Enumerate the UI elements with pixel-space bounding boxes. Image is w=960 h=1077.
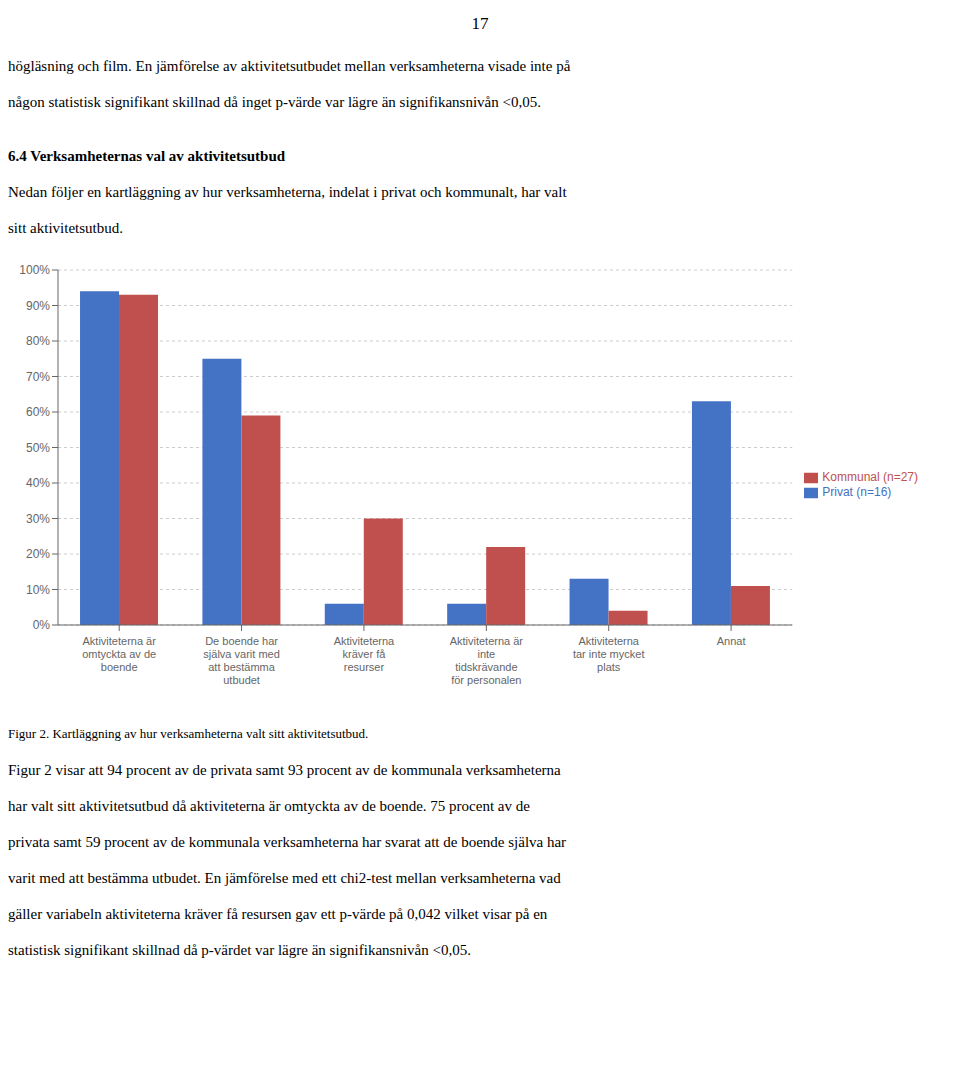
svg-text:10%: 10% (26, 583, 50, 597)
html-text:Privat (n=16): Privat (n=16) (822, 485, 892, 499)
html-text:varit med att bestämma utbudet: varit med att bestämma utbudet. En jämfö… (8, 870, 561, 886)
html-text:statistisk signifikant skillna: statistisk signifikant skillnad då p-vär… (8, 942, 471, 958)
html-text:sitt aktivitetsutbud.: sitt aktivitetsutbud. (8, 220, 123, 236)
svg-text:40%: 40% (26, 476, 50, 490)
svg-text:90%: 90% (26, 299, 50, 313)
html-text:gäller variabeln aktiviteterna: gäller variabeln aktiviteterna kräver få… (8, 906, 548, 922)
svg-text:100%: 100% (19, 263, 50, 277)
svg-text:80%: 80% (26, 334, 50, 348)
svg-text:50%: 50% (26, 441, 50, 455)
svg-text:Aktiviteterna äromtyckta av de: Aktiviteterna äromtyckta av deboende (82, 635, 156, 673)
html-text:Kommunal (n=27): Kommunal (n=27) (822, 470, 918, 485)
svg-text:Aktiviteternatar inte mycketpl: Aktiviteternatar inte mycketplats (573, 635, 645, 673)
svg-text:Annat: Annat (717, 635, 746, 647)
html-text:har valt sitt aktivitetsutbud: har valt sitt aktivitetsutbud då aktivit… (8, 798, 530, 814)
svg-text:De boende harsjälva varit meda: De boende harsjälva varit medatt bestämm… (203, 635, 279, 686)
svg-text:0%: 0% (33, 618, 51, 632)
html-text:privata samt 59 procent av de: privata samt 59 procent av de kommunala … (8, 834, 567, 850)
svg-text:Aktiviteternakräver fåresurser: Aktiviteternakräver fåresurser (334, 635, 395, 673)
html-text:Figur 2. Kartläggning av hur v: Figur 2. Kartläggning av hur verksamhete… (8, 726, 369, 741)
html-text:Nedan följer en kartläggning a: Nedan följer en kartläggning av hur verk… (8, 184, 567, 200)
svg-text:70%: 70% (26, 370, 50, 384)
svg-text:Aktiviteterna ärintetidskrävan: Aktiviteterna ärintetidskrävandeför pers… (450, 635, 524, 686)
html-text:17: 17 (471, 14, 489, 33)
svg-text:20%: 20% (26, 547, 50, 561)
svg-text:60%: 60% (26, 405, 50, 419)
svg-text:30%: 30% (26, 512, 50, 526)
html-text:någon statistisk signifikant s: någon statistisk signifikant skillnad då… (8, 94, 541, 110)
html-text:Figur 2 visar att 94 procent a: Figur 2 visar att 94 procent av de priva… (8, 762, 561, 778)
html-text:högläsning och film. En jämför: högläsning och film. En jämförelse av ak… (8, 58, 571, 74)
html-text:6.4 Verksamheternas val av akt: 6.4 Verksamheternas val av aktivitetsutb… (8, 148, 286, 164)
